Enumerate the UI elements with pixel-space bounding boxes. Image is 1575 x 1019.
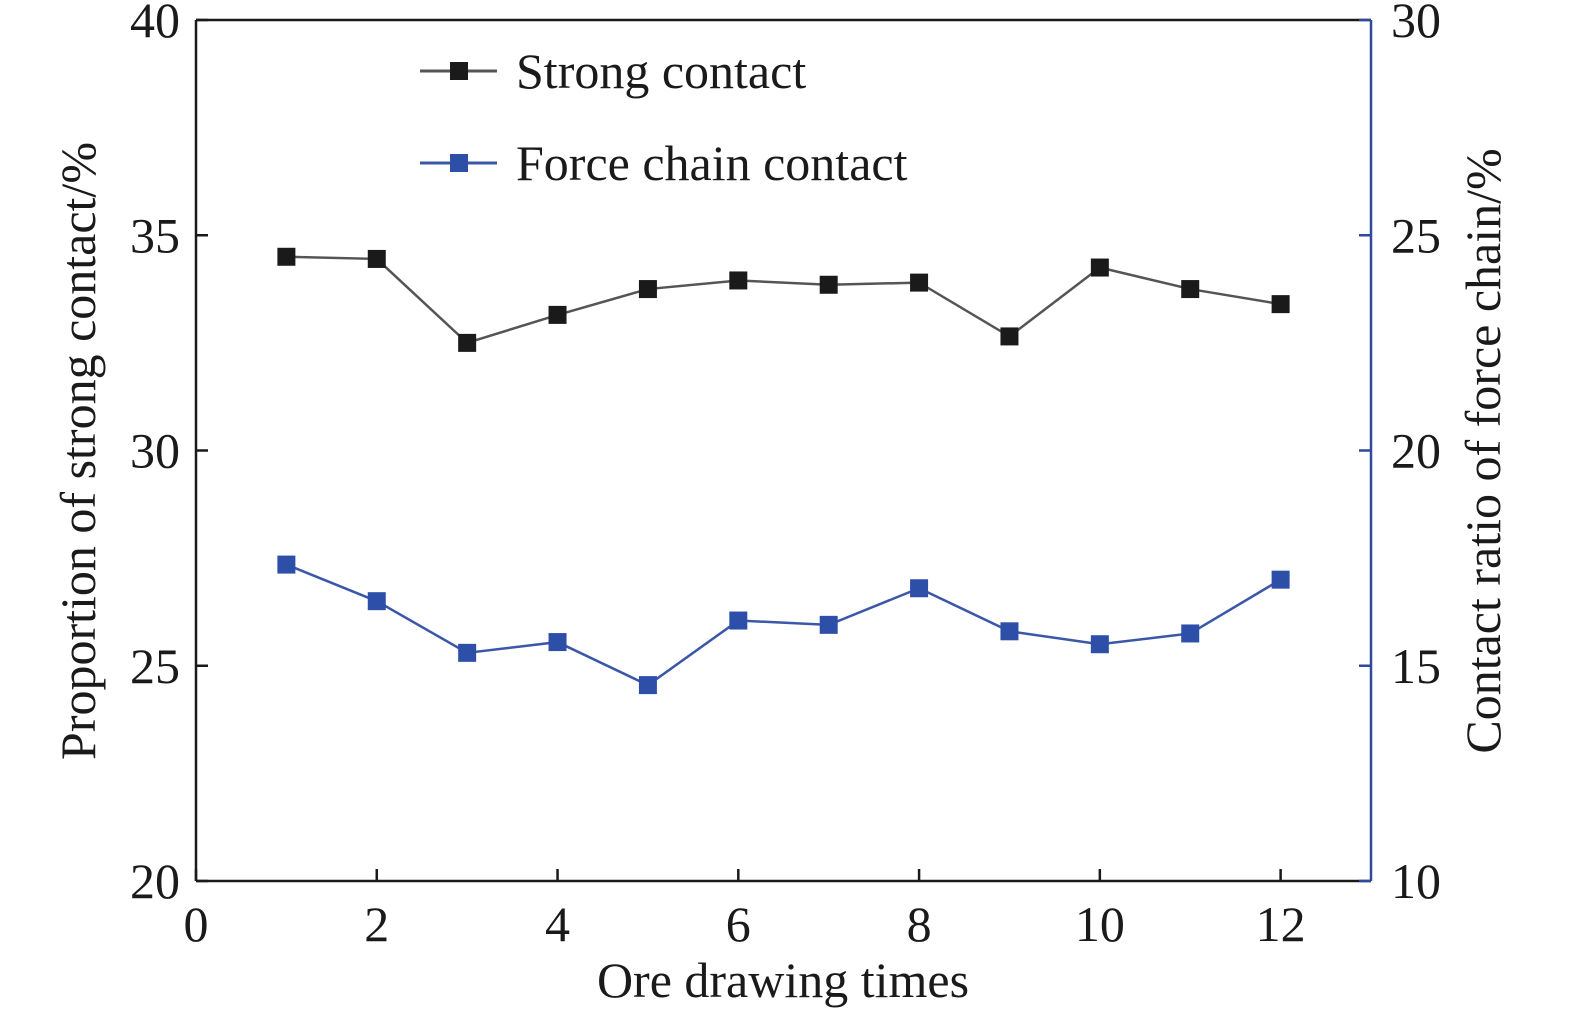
x-tick-label: 2 [364, 896, 389, 952]
x-tick-label: 8 [907, 896, 932, 952]
data-point-force-chain-contact [1000, 622, 1019, 641]
data-point-strong-contact [458, 333, 477, 352]
legend-marker-strong-contact [450, 62, 468, 80]
left-y-axis-title: Proportion of strong contact/% [50, 142, 106, 760]
data-point-strong-contact [729, 271, 748, 290]
x-axis-ticks: 0 2 4 6 8 10 12 [184, 869, 1306, 952]
legend-item-strong-contact: Strong contact [420, 43, 806, 99]
data-point-strong-contact [819, 275, 838, 294]
series-layer [277, 247, 1290, 695]
legend-label-force-chain-contact: Force chain contact [516, 135, 908, 191]
legend-label-strong-contact: Strong contact [516, 43, 806, 99]
right-y-tick-label: 30 [1391, 0, 1441, 48]
x-tick-label: 0 [184, 896, 209, 952]
data-point-force-chain-contact [1271, 570, 1290, 589]
left-y-tick-label: 30 [130, 423, 180, 479]
left-y-axis-ticks: 20 25 30 35 40 [130, 0, 208, 909]
data-point-strong-contact [367, 249, 386, 268]
x-tick-label: 4 [545, 896, 570, 952]
series-line-force-chain-contact [285, 563, 1282, 687]
legend: Strong contact Force chain contact [420, 43, 908, 191]
data-point-strong-contact [910, 273, 929, 292]
data-point-strong-contact [1090, 258, 1109, 277]
right-y-tick-label: 20 [1391, 423, 1441, 479]
data-point-strong-contact [1181, 280, 1200, 299]
data-point-force-chain-contact [367, 592, 386, 611]
x-tick-label: 6 [726, 896, 751, 952]
left-y-tick-label: 25 [130, 638, 180, 694]
right-y-tick-label: 15 [1391, 638, 1441, 694]
data-point-force-chain-contact [638, 676, 657, 695]
data-point-force-chain-contact [458, 643, 477, 662]
left-y-tick-label: 35 [130, 207, 180, 263]
data-point-strong-contact [277, 247, 296, 266]
data-point-force-chain-contact [277, 555, 296, 574]
right-y-axis-ticks: 10 15 20 25 30 [1359, 0, 1441, 909]
data-point-force-chain-contact [910, 579, 929, 598]
data-point-force-chain-contact [1090, 635, 1109, 654]
series-force-chain-contact [277, 555, 1290, 695]
right-y-tick-label: 25 [1391, 207, 1441, 263]
data-point-force-chain-contact [729, 611, 748, 630]
series-line-strong-contact [286, 255, 1281, 345]
legend-item-force-chain-contact: Force chain contact [420, 135, 908, 191]
data-point-strong-contact [638, 280, 657, 299]
data-point-force-chain-contact [548, 633, 567, 652]
data-point-strong-contact [1000, 327, 1019, 346]
data-point-strong-contact [1271, 295, 1290, 314]
data-point-strong-contact [548, 305, 567, 324]
right-y-tick-label: 10 [1391, 853, 1441, 909]
x-axis-title: Ore drawing times [597, 952, 969, 1008]
left-y-tick-label: 40 [130, 0, 180, 48]
x-tick-label: 10 [1075, 896, 1125, 952]
left-y-tick-label: 20 [130, 853, 180, 909]
x-tick-label: 12 [1256, 896, 1306, 952]
legend-marker-force-chain-contact [450, 154, 468, 172]
series-strong-contact [277, 247, 1290, 352]
right-y-axis-title: Contact ratio of force chain/% [1455, 148, 1511, 753]
data-point-force-chain-contact [819, 615, 838, 634]
data-point-force-chain-contact [1181, 624, 1200, 643]
